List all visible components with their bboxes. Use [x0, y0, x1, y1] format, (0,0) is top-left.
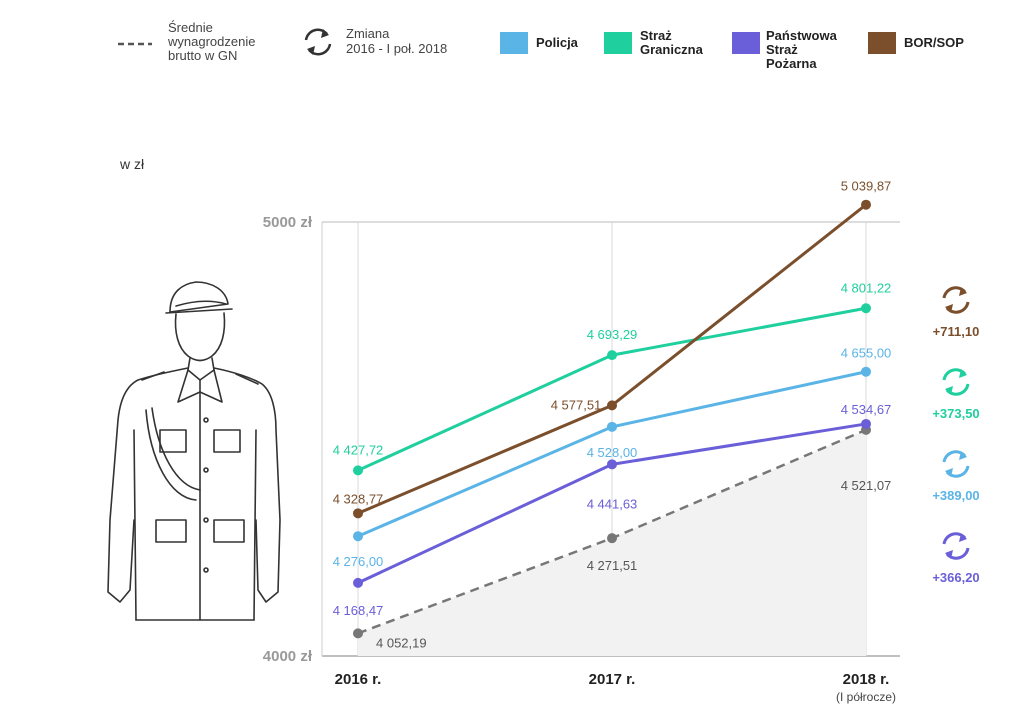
legend-label-straz-graniczna: Straż Graniczna — [640, 28, 704, 57]
plot-area: 4000 zł 5000 zł 2016 r. 2017 r. 2018 r. (I pó… — [263, 179, 980, 704]
data-label-bor: 5 039,87 — [841, 179, 892, 194]
legend-change-label: Zmiana 2016 - I poł. 2018 — [346, 26, 447, 56]
data-label-gn: 4 052,19 — [376, 635, 427, 650]
data-point-gn — [353, 628, 363, 639]
x-tick-label: 2017 r. — [589, 671, 636, 688]
data-point-psp — [353, 577, 363, 588]
data-label-psp: 4 441,63 — [587, 496, 638, 511]
data-point-psp — [861, 418, 871, 429]
legend-avg-line-2: wynagrodzenie — [167, 34, 255, 49]
data-point-bor — [861, 199, 871, 210]
data-label-pol: 4 528,00 — [587, 445, 638, 460]
legend-avg-label: Średnie wynagrodzenie brutto w GN — [167, 20, 259, 63]
refresh-cycle-icon — [942, 450, 970, 478]
legend-sg-line-1: Straż — [640, 28, 672, 43]
legend-sg-line-2: Graniczna — [640, 42, 704, 57]
legend-swatch-straz-graniczna — [604, 32, 632, 54]
legend-change-line-1: Zmiana — [346, 26, 390, 41]
data-label-psp: 4 534,67 — [841, 402, 892, 417]
legend-swatch-policja — [500, 32, 528, 54]
data-label-bor: 4 577,51 — [551, 397, 602, 412]
legend-label-psp: Państwowa Straż Pożarna — [766, 28, 840, 71]
x-tick-label: 2018 r. — [843, 671, 890, 688]
legend-swatch-psp — [732, 32, 760, 54]
change-value-psp: +366,20 — [932, 570, 979, 585]
data-point-pol — [353, 531, 363, 542]
legend-label-bor-sop: BOR/SOP — [904, 35, 964, 50]
legend-change-icon — [304, 28, 332, 56]
data-point-sg — [861, 303, 871, 314]
x-tick-label: 2016 r. — [335, 671, 382, 688]
change-value-bor: +711,10 — [933, 324, 980, 339]
legend-avg-line-3: brutto w GN — [168, 48, 237, 63]
data-point-bor — [353, 508, 363, 519]
refresh-cycle-icon — [942, 368, 970, 396]
unit-label: w zł — [119, 156, 145, 172]
data-point-pol — [861, 366, 871, 377]
legend-psp-line-1: Państwowa — [766, 28, 838, 43]
change-value-pol: +389,00 — [932, 488, 979, 503]
data-label-pol: 4 276,00 — [333, 554, 384, 569]
legend-avg-line-1: Średnie — [168, 20, 213, 35]
data-label-sg: 4 693,29 — [587, 327, 638, 342]
data-point-bor — [607, 400, 617, 411]
data-point-psp — [607, 459, 617, 470]
police-officer-icon — [107, 281, 281, 621]
data-point-sg — [607, 350, 617, 361]
legend-change-line-2: 2016 - I poł. 2018 — [346, 41, 447, 56]
y-tick-label: 5000 zł — [263, 214, 313, 231]
change-value-sg: +373,50 — [932, 406, 979, 421]
data-point-pol — [607, 421, 617, 432]
refresh-cycle-icon — [942, 286, 970, 314]
data-point-gn — [607, 533, 617, 544]
legend-psp-line-3: Pożarna — [766, 56, 817, 71]
legend: Średnie wynagrodzenie brutto w GN Zmiana… — [118, 20, 964, 71]
refresh-cycle-icon — [942, 532, 970, 560]
data-label-sg: 4 427,72 — [333, 442, 384, 457]
data-point-sg — [353, 465, 363, 476]
legend-label-policja: Policja — [536, 35, 579, 50]
legend-psp-line-2: Straż — [766, 42, 798, 57]
x-tick-note: (I półrocze) — [836, 690, 896, 704]
data-label-bor: 4 328,77 — [333, 491, 384, 506]
data-label-gn: 4 521,07 — [841, 478, 892, 493]
legend-policja-line-1: Policja — [536, 35, 579, 50]
data-label-pol: 4 655,00 — [841, 346, 892, 361]
y-tick-label: 4000 zł — [263, 648, 313, 665]
legend-bor-line-1: BOR/SOP — [904, 35, 964, 50]
data-label-psp: 4 168,47 — [333, 603, 384, 618]
legend-swatch-bor-sop — [868, 32, 896, 54]
data-label-gn: 4 271,51 — [587, 558, 638, 573]
data-label-sg: 4 801,22 — [841, 280, 892, 295]
